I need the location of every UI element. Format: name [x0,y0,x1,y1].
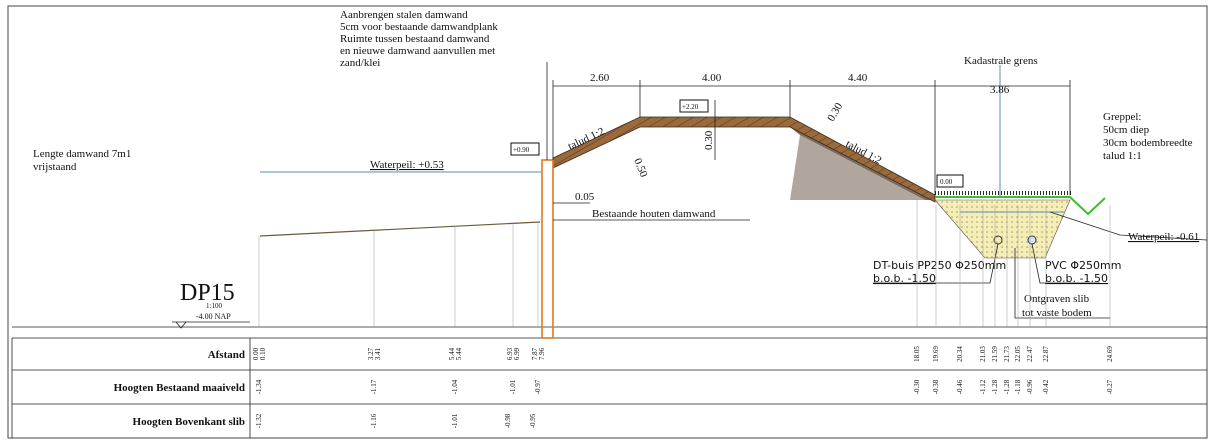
cell-value: -1.17 [370,379,378,394]
cell-value: -0.96 [1026,379,1034,394]
cell-value: 22.87 [1042,346,1050,362]
ref-marker [175,321,187,329]
level-label: 0.00 [940,178,953,186]
dimension-label: 0.05 [575,191,595,203]
leader [1014,248,1110,319]
note: b.o.b. -1.50 [1045,272,1108,285]
dimension-label: 4.40 [848,72,868,84]
leader [873,243,999,284]
row-label: Afstand [208,349,245,361]
ditch-fill [934,199,1071,259]
dimension-label: 0.30 [703,130,715,150]
cell-value: -0.46 [956,379,964,394]
cell-value: -1.28 [991,379,999,394]
water-label: Waterpeil: +0.53 [370,159,444,171]
cell-value: 3.41 [374,347,382,360]
cell-value: -0.97 [534,379,542,394]
frame [7,5,1208,439]
cell-value: -1.16 [370,413,378,428]
cell-value: 21.59 [991,346,999,362]
note: vrijstaand [33,161,77,173]
level-label: +2.20 [682,103,699,111]
cell-value: 21.73 [1003,346,1011,362]
cell-value: 6.99 [513,347,521,360]
cell-value: -0.30 [913,379,921,394]
dimension-label: 2.60 [590,72,610,84]
note: b.o.b. -1.50 [873,272,936,285]
cell-value: -0.98 [504,413,512,428]
cell-value: -1.34 [255,379,263,394]
cell-value: 21.03 [979,346,987,362]
cell-value: 5.44 [448,347,456,360]
note: zand/klei [340,57,380,69]
cell-value: -0.95 [529,413,537,428]
existing-ground [259,221,541,237]
cell-value: 6.93 [506,347,514,360]
level-box [510,142,540,156]
row-label: Hoogten Bovenkant slib [133,416,245,428]
note: 30cm bodembreedte [1103,137,1193,149]
note: en nieuwe damwand aanvullen met [340,45,495,57]
dike-layer [552,116,936,203]
dimension-label: 0.30 [825,100,845,123]
dike-core [790,135,925,200]
level-label: +0.90 [513,146,530,154]
note: Bestaande houten damwand [592,208,716,220]
pvc-pipe [1027,235,1037,245]
cell-value: -1.32 [255,413,263,428]
sheetpile-note: Aanbrengen stalen damwand 5cm voor besta… [340,9,498,69]
cell-value: -0.42 [1042,379,1050,394]
row-label: Hoogten Bestaand maaiveld [114,382,245,394]
cell-value: -1.01 [451,413,459,428]
cell-value: -1.12 [979,379,987,394]
cell-value: 19.69 [932,346,940,362]
leader [1031,243,1100,284]
reference: -4.00 NAP [196,312,231,321]
note: Lengte damwand 7m1 [33,148,131,160]
cell-value: 0.00 [252,347,260,360]
water-label: Waterpeil: -0.61 [1128,231,1199,243]
cell-value: -1.28 [1003,379,1011,394]
note: Aanbrengen stalen damwand [340,9,468,21]
leader [1049,211,1208,241]
note: Kadastrale grens [964,55,1038,67]
cell-value: 24.69 [1106,346,1114,362]
cell-value: 7.87 [531,347,539,360]
dimension-label: 0.50 [631,157,650,180]
cell-value: -0.38 [932,379,940,394]
scale: 1:100 [206,302,222,310]
cell-value: 22.47 [1026,346,1034,362]
note: Ontgraven slib [1024,293,1090,305]
note: talud 1:1 [1103,150,1142,162]
cell-value: 3.27 [367,347,375,360]
level-box [679,99,709,113]
table: Afstand 0.00 0.10 3.27 3.41 5.44 5.44 6.93 6.99 7… [114,200,1114,428]
cell-value: -0.27 [1106,379,1114,394]
cell-value: -1.04 [451,379,459,394]
cell-value: 5.44 [455,347,463,360]
cell-value: 0.10 [259,347,267,360]
cell-value: 18.05 [913,346,921,362]
drawing-title: DP15 [180,280,235,306]
note: DT-buis PP250 Φ250mm [873,259,1006,272]
cell-value: 22.05 [1014,346,1022,362]
dimension-label: 4.00 [702,72,722,84]
sheet-pile [541,159,554,339]
cell-value: 7.96 [538,347,546,360]
dimension-label: 3.86 [990,84,1010,96]
note: Ruimte tussen bestaand damwand [340,33,490,45]
note: tot vaste bodem [1022,307,1092,319]
note: Greppel: [1103,111,1141,123]
level-box [936,174,964,188]
cell-value: -1.01 [509,379,517,394]
note: PVC Φ250mm [1045,259,1121,272]
cell-value: 20.34 [956,346,964,362]
note: 50cm diep [1103,124,1150,136]
note: 5cm voor bestaande damwandplank [340,21,498,33]
cell-value: -1.18 [1014,379,1022,394]
greppel-line [935,196,1106,216]
